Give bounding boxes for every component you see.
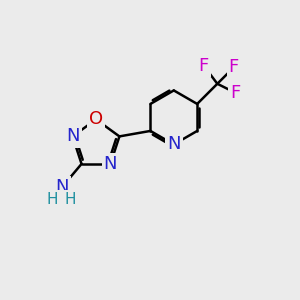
- Text: F: F: [199, 57, 209, 75]
- Text: N: N: [66, 128, 80, 146]
- Text: N: N: [56, 178, 69, 196]
- Text: O: O: [89, 110, 103, 128]
- Text: F: F: [230, 84, 241, 102]
- Text: H: H: [65, 192, 76, 207]
- Text: N: N: [104, 155, 117, 173]
- Text: N: N: [167, 135, 181, 153]
- Text: H: H: [47, 192, 58, 207]
- Text: F: F: [229, 58, 239, 76]
